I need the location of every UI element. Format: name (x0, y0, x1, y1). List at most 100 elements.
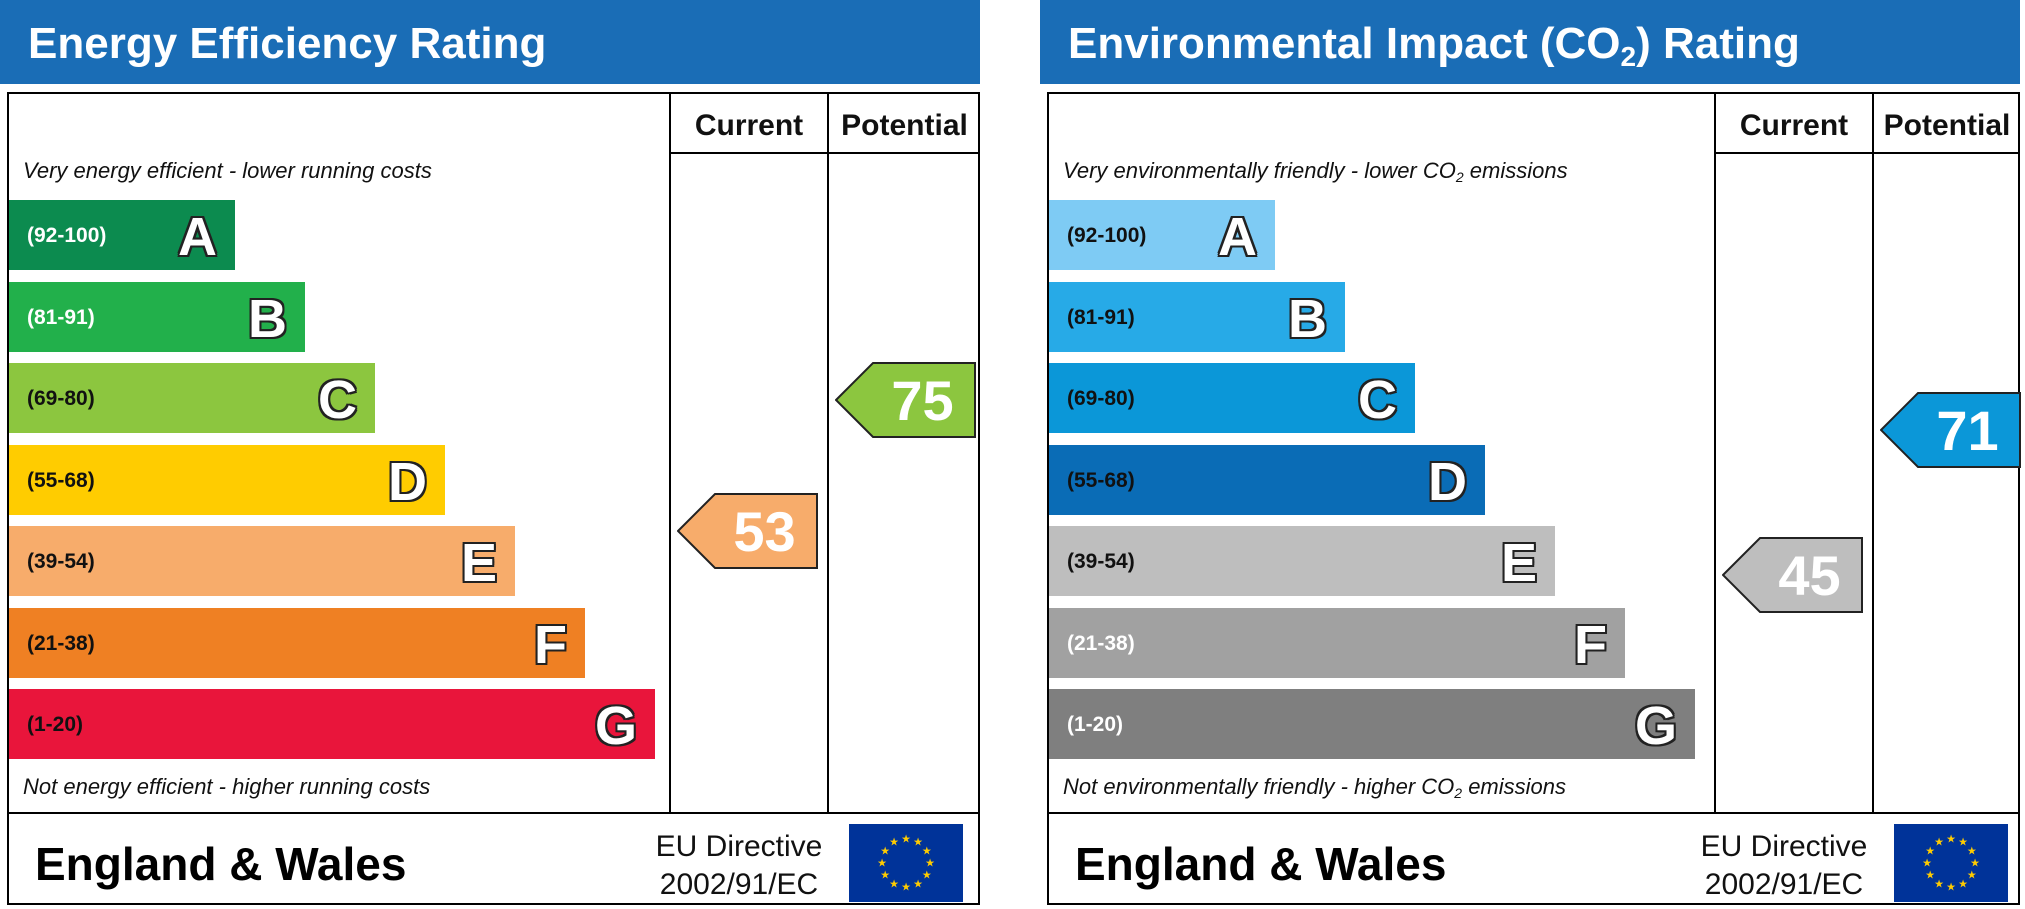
band-e: (39-54) E (9, 526, 515, 596)
header-rule (1714, 152, 2020, 154)
divider-current (669, 94, 671, 814)
eu-directive-label: EU Directive 2002/91/EC (639, 824, 839, 904)
marker-value: 53 (733, 500, 796, 564)
directive-line-2: 2002/91/EC (1704, 868, 1864, 901)
star-icon: ★ (922, 870, 932, 882)
star-icon: ★ (1922, 858, 1932, 870)
band-range: (21-38) (1067, 631, 1135, 655)
star-icon: ★ (1946, 834, 1956, 846)
bottom-note-text: Not environmentally friendly - higher CO (1063, 774, 1455, 799)
band-range: (39-54) (27, 550, 95, 573)
band-range: (92-100) (27, 224, 107, 247)
band-letter: F (534, 614, 567, 675)
star-icon: ★ (877, 858, 887, 870)
star-icon: ★ (1946, 882, 1956, 894)
band-range: (81-91) (27, 305, 95, 329)
star-icon: ★ (1925, 870, 1935, 882)
star-icon: ★ (1934, 837, 1944, 849)
band-range: (69-80) (1067, 387, 1135, 410)
band-range: (21-38) (27, 631, 95, 655)
potential-rating-marker: 71 (1880, 391, 2023, 468)
band-range: (1-20) (1067, 713, 1124, 736)
band-letter: D (388, 451, 427, 512)
band-letter: C (318, 370, 357, 430)
top-note: Very energy efficient - lower running co… (23, 158, 432, 183)
star-icon: ★ (913, 837, 923, 849)
current-rating-marker: 45 (1722, 536, 1865, 613)
band-d: (55-68) D (9, 444, 445, 515)
star-icon: ★ (922, 846, 932, 858)
band-c: (69-80) C (1049, 363, 1415, 433)
band-range: (1-20) (27, 713, 84, 736)
band-letter: A (1218, 207, 1257, 267)
band-d: (55-68) D (1049, 444, 1485, 515)
eu-flag-icon: ★ ★ ★ ★ ★ ★ ★ ★ ★ ★ ★ ★ (849, 824, 963, 902)
bottom-note-end: emissions (1462, 774, 1566, 799)
bottom-note: Not environmentally friendly - higher CO… (1063, 774, 1566, 800)
band-letter: B (248, 288, 287, 349)
star-icon: ★ (880, 846, 890, 858)
footer-rule (9, 812, 978, 814)
band-range: (81-91) (1067, 305, 1135, 329)
band-letter: E (460, 533, 497, 593)
directive-line-1: EU Directive (655, 830, 823, 863)
region-label: England & Wales (35, 838, 407, 890)
band-e: (39-54) E (1049, 526, 1555, 596)
star-icon: ★ (889, 878, 899, 890)
region-label: England & Wales (1075, 838, 1447, 890)
current-rating-marker: 53 (677, 493, 820, 570)
band-f: (21-38) F (9, 607, 585, 678)
band-g: (1-20) G (9, 689, 655, 759)
band-a: (92-100) A (9, 200, 235, 270)
marker-value: 75 (891, 369, 954, 433)
band-range: (55-68) (1067, 468, 1135, 492)
band-c: (69-80) C (9, 363, 375, 433)
directive-line-1: EU Directive (1700, 830, 1868, 863)
band-letter: E (1500, 533, 1537, 593)
band-f: (21-38) F (1049, 607, 1625, 678)
band-letter: G (594, 696, 637, 756)
rating-frame: Current Potential Very energy efficient … (7, 92, 980, 905)
bottom-note-subscript: 2 (1454, 785, 1463, 801)
column-header-current: Current (694, 109, 804, 142)
band-a: (92-100) A (1049, 200, 1275, 270)
star-icon: ★ (1967, 846, 1977, 858)
star-icon: ★ (1970, 858, 1980, 870)
column-header-current: Current (1739, 109, 1849, 142)
divider-current (1714, 94, 1716, 814)
column-header-potential: Potential (1883, 109, 2011, 142)
star-icon: ★ (880, 870, 890, 882)
top-note-text: Very environmentally friendly - lower CO (1063, 158, 1456, 183)
environmental-impact-panel: Environmental Impact (CO2) Rating Curren… (1040, 0, 2023, 905)
band-range: (69-80) (27, 387, 95, 410)
star-icon: ★ (1967, 870, 1977, 882)
footer-rule (1049, 812, 2018, 814)
star-icon: ★ (1958, 837, 1968, 849)
star-icon: ★ (913, 878, 923, 890)
marker-arrow (1880, 391, 2021, 468)
band-letter: A (178, 207, 217, 267)
star-icon: ★ (901, 834, 911, 846)
star-icon: ★ (1958, 878, 1968, 890)
star-icon: ★ (925, 858, 935, 870)
panel-title: Energy Efficiency Rating (0, 0, 980, 84)
top-note-end: emissions (1463, 158, 1568, 183)
star-icon: ★ (889, 837, 899, 849)
top-note-subscript: 2 (1455, 169, 1464, 185)
eu-flag-icon: ★ ★ ★ ★ ★ ★ ★ ★ ★ ★ ★ ★ (1894, 824, 2008, 902)
marker-arrow (835, 362, 976, 439)
rating-frame: Current Potential Very environmentally f… (1047, 92, 2023, 905)
star-icon: ★ (1934, 878, 1944, 890)
divider-potential (827, 94, 829, 814)
band-letter: F (1574, 614, 1607, 675)
potential-rating-marker: 75 (835, 362, 978, 439)
marker-value: 45 (1778, 543, 1841, 607)
star-icon: ★ (901, 882, 911, 894)
header-rule (669, 152, 980, 154)
marker-arrow (1722, 536, 1863, 613)
band-b: (81-91) B (9, 281, 305, 352)
panel-title: Environmental Impact (CO2) Rating (1040, 0, 2020, 84)
band-letter: B (1288, 288, 1327, 349)
energy-efficiency-panel: Energy Efficiency Rating Current Potenti… (0, 0, 980, 905)
title-subscript: 2 (1620, 41, 1637, 72)
